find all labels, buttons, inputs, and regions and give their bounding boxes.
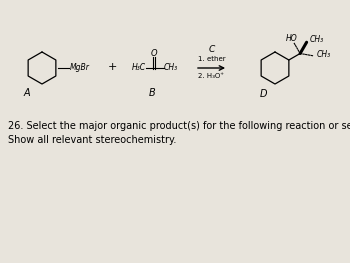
Text: CH₃: CH₃ — [310, 35, 324, 44]
Text: C: C — [208, 45, 215, 54]
Text: 26. Select the major organic product(s) for the following reaction or sequences : 26. Select the major organic product(s) … — [8, 121, 350, 131]
Text: O: O — [151, 48, 157, 58]
Text: +: + — [107, 62, 117, 72]
Text: CH₃: CH₃ — [317, 50, 331, 59]
Text: MgBr: MgBr — [70, 63, 90, 72]
Text: 2. H₃O⁺: 2. H₃O⁺ — [198, 73, 224, 79]
Text: 1. ether: 1. ether — [198, 56, 225, 62]
Text: HO: HO — [286, 34, 298, 43]
Text: A: A — [24, 88, 30, 98]
Text: CH₃: CH₃ — [164, 63, 178, 72]
Text: D: D — [259, 89, 267, 99]
Text: Show all relevant stereochemistry.: Show all relevant stereochemistry. — [8, 135, 176, 145]
Text: H₃C: H₃C — [132, 63, 146, 72]
Text: B: B — [149, 88, 155, 98]
